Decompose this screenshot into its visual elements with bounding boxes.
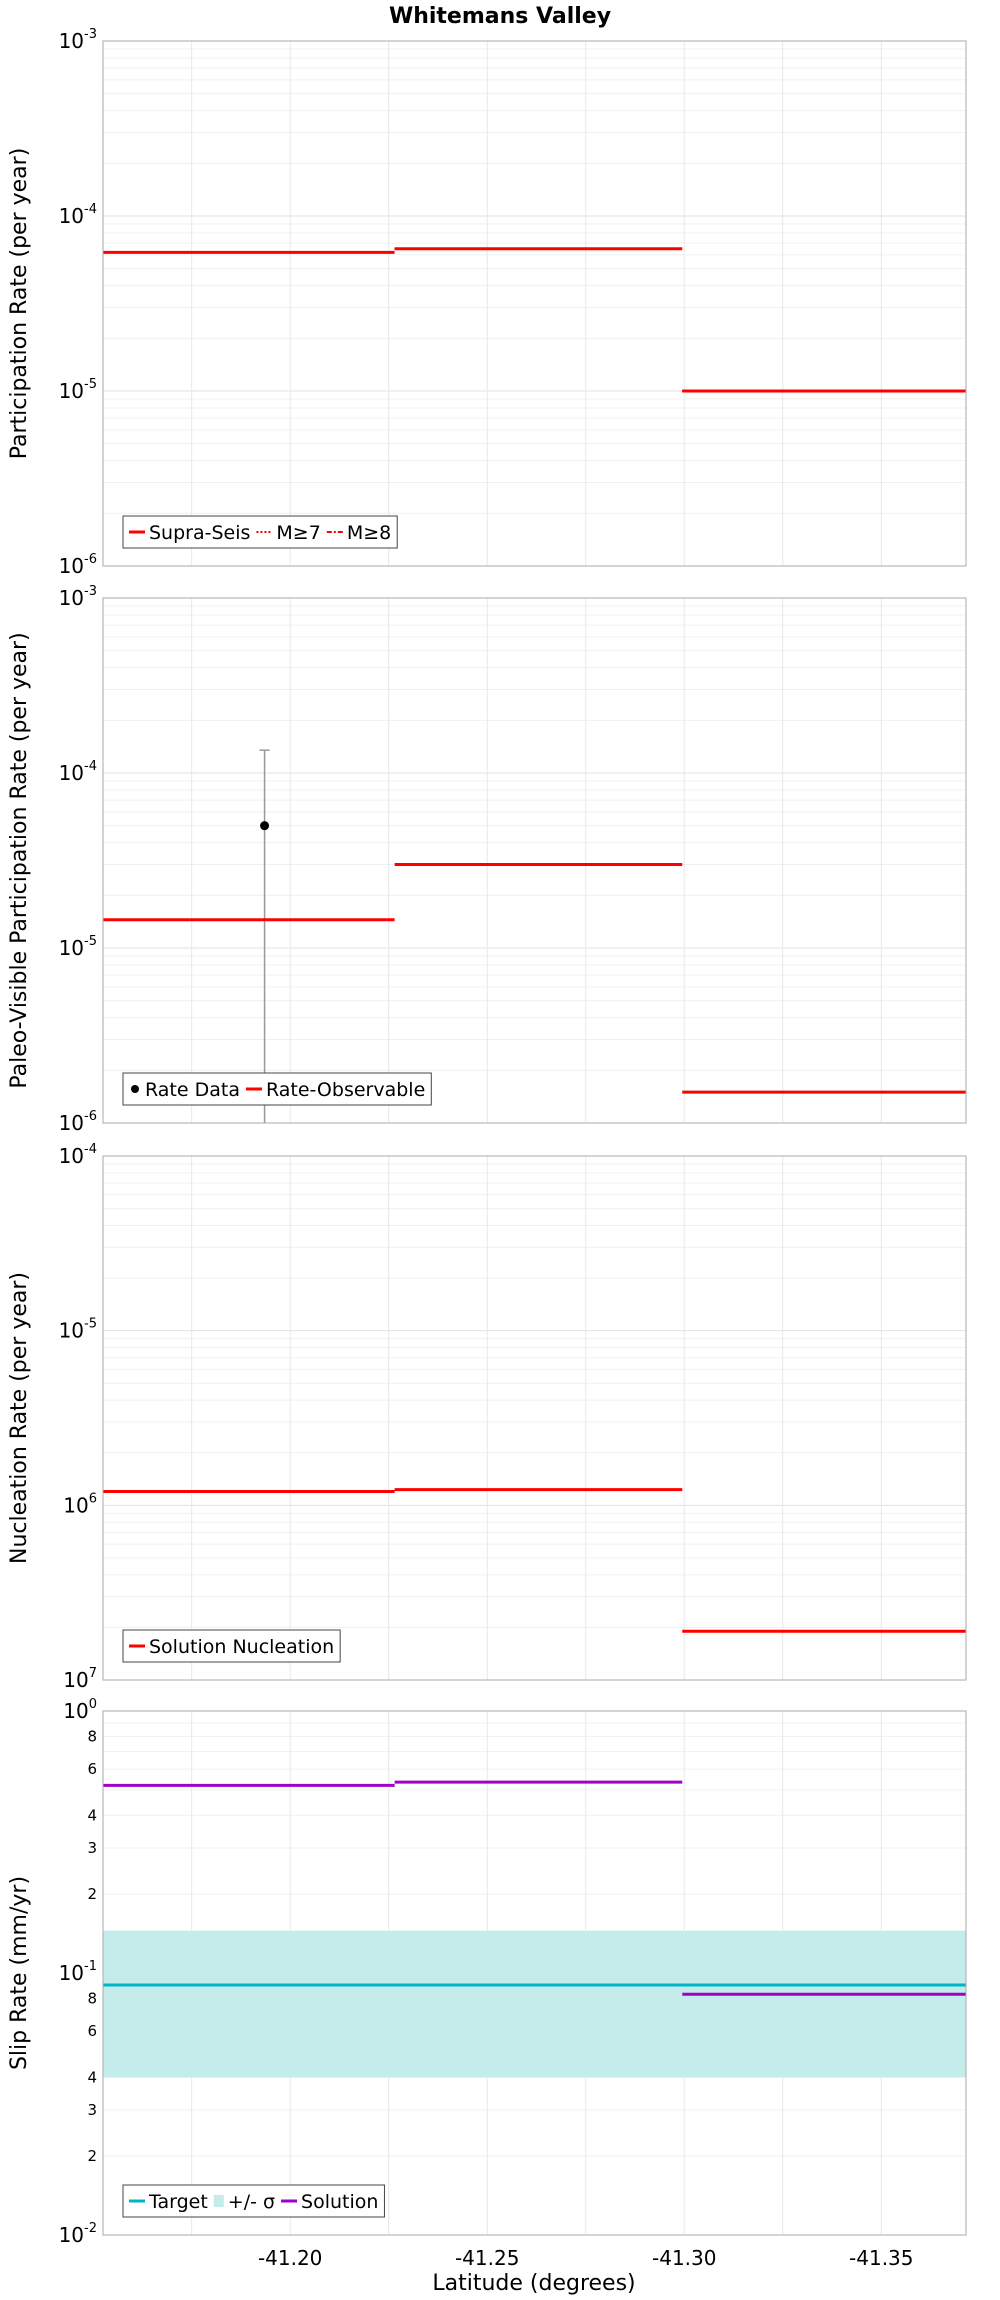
panel-1: 10-6 10-5 10-4 10-3 Participation Rate (per … (7, 27, 967, 578)
legend-label: Solution (301, 2191, 378, 2213)
panel-2: 10-6 10-5 10-4 10-3 Paleo-Visible Participat… (7, 584, 967, 1135)
y-tick-label: 10-4 (59, 759, 97, 785)
legend-label: M≥8 (347, 522, 391, 544)
legend-marker (131, 1085, 139, 1093)
legend: Supra-Seis M≥7 M≥8 (122, 515, 398, 549)
y-tick-label: 107 (63, 1666, 97, 1692)
y-axis-label: Nucleation Rate (per year) (7, 1272, 32, 1564)
panel-4: 10-2 10-1 100 2 3 4 6 8 2 3 4 6 8 Slip Rate (mm/yr) Ta… (7, 1697, 967, 2270)
y-tick-label: 10-6 (59, 1109, 97, 1135)
legend-box (122, 1629, 341, 1663)
legend: Target +/- σ Solution (122, 2184, 385, 2218)
legend-box (122, 1072, 432, 1106)
y-minor-tick-label: 4 (87, 2068, 97, 2086)
y-tick-label: 10-5 (59, 934, 97, 960)
plot-frame (102, 597, 967, 1124)
legend-label: Supra-Seis (149, 522, 250, 544)
plot-frame (102, 1155, 967, 1681)
y-tick-label: 10-1 (59, 1959, 97, 1985)
legend-label: +/- σ (228, 2191, 275, 2213)
y-minor-tick-label: 2 (87, 1885, 97, 1903)
y-tick-label: 10-4 (59, 202, 97, 228)
x-tick-label: -41.30 (652, 2246, 716, 2270)
y-minor-tick-label: 3 (87, 2101, 97, 2119)
y-tick-label: 10-5 (59, 377, 97, 403)
plot-frame (102, 40, 967, 567)
y-minor-tick-label: 6 (87, 1760, 97, 1778)
y-minor-tick-label: 2 (87, 2147, 97, 2165)
legend-label: M≥7 (276, 522, 320, 544)
x-tick-label: -41.35 (849, 2246, 913, 2270)
legend-box (122, 515, 398, 549)
y-tick-label: 10-3 (59, 584, 97, 610)
y-tick-label: 10-4 (59, 1142, 97, 1168)
legend-label: Solution Nucleation (149, 1636, 334, 1658)
y-tick-label: 10-6 (59, 552, 97, 578)
legend-label: Rate Data (145, 1079, 240, 1101)
y-tick-label: 10-2 (59, 2221, 97, 2247)
y-axis-label: Slip Rate (mm/yr) (7, 1876, 32, 2070)
y-tick-label: 10-3 (59, 27, 97, 53)
y-tick-label: 100 (63, 1697, 97, 1723)
legend: Solution Nucleation (122, 1629, 341, 1663)
y-minor-tick-label: 8 (87, 1727, 97, 1745)
legend-label: Rate-Observable (266, 1079, 425, 1101)
plot-frame (102, 1710, 967, 2236)
y-tick-label: 106 (63, 1491, 97, 1517)
y-minor-tick-label: 4 (87, 1806, 97, 1824)
y-axis-label: Paleo-Visible Participation Rate (per ye… (7, 632, 32, 1088)
y-tick-label: 10-5 (59, 1317, 97, 1343)
legend-marker (213, 2195, 224, 2207)
chart-title: Whitemans Valley (389, 4, 611, 29)
rate-data-point (260, 821, 270, 831)
y-minor-tick-label: 3 (87, 1839, 97, 1857)
x-tick-label: -41.20 (258, 2246, 322, 2270)
sigma-band (103, 1930, 966, 2078)
y-axis-label: Participation Rate (per year) (7, 148, 32, 460)
legend-label: Target (148, 2191, 208, 2213)
x-axis-label: Latitude (degrees) (432, 2271, 635, 2296)
legend-box (122, 2184, 385, 2218)
panel-3: 107 106 10-5 10-4 Nucleation Rate (per year)… (7, 1142, 967, 1692)
chart-panels: 10-6 10-5 10-4 10-3 Participation Rate (per … (7, 27, 967, 2270)
x-tick-label: -41.25 (455, 2246, 519, 2270)
y-minor-tick-label: 8 (87, 1989, 97, 2007)
y-minor-tick-label: 6 (87, 2022, 97, 2040)
legend: Rate Data Rate-Observable (122, 1072, 432, 1106)
